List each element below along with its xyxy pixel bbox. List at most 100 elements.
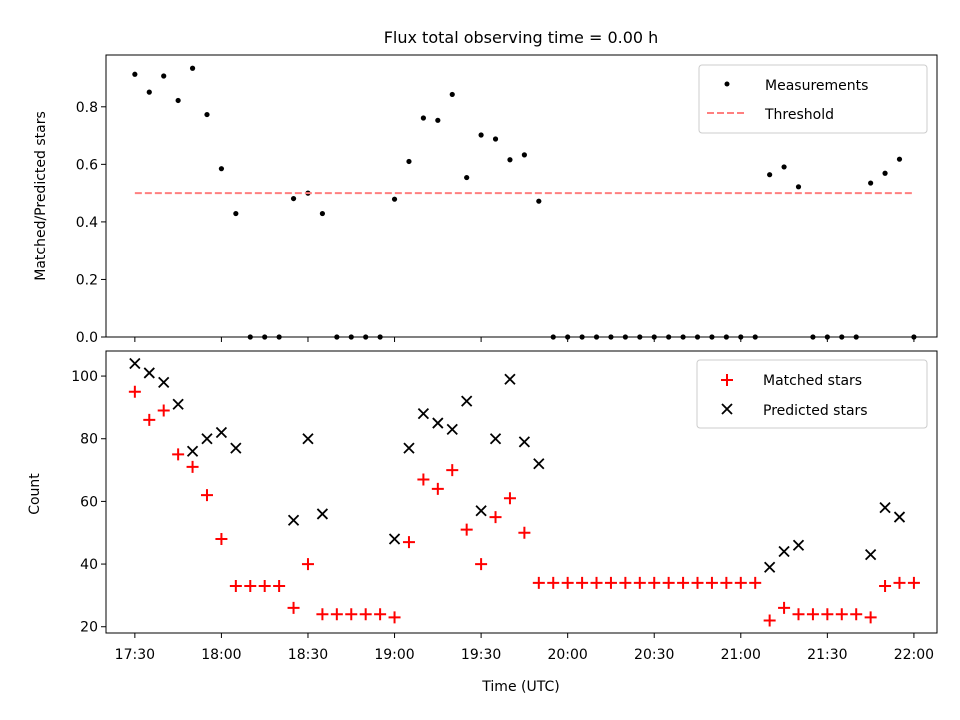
measurements-point	[218, 166, 225, 172]
measurements-point	[449, 91, 455, 98]
predicted-stars-point	[302, 433, 314, 445]
top-y-tick-label: 0.6	[76, 157, 98, 173]
top-y-tick-label: 0.0	[76, 330, 98, 346]
top-y-axis-label: Matched/Predicted stars	[33, 111, 49, 281]
matched-stars-point	[518, 526, 531, 539]
matched-stars-point	[128, 385, 141, 398]
predicted-stars-point	[893, 511, 906, 523]
predicted-stars-point	[230, 442, 242, 454]
measurements-point	[132, 71, 138, 77]
matched-stars-legend-label: Matched stars	[763, 373, 862, 389]
predicted-stars-point	[143, 367, 155, 379]
measurements-point	[435, 117, 441, 123]
matched-stars-point	[200, 489, 213, 502]
predicted-stars-legend-marker	[721, 403, 733, 415]
bottom-panel: 20 40 60 80 100 17:30 18:00 18:30 19:00 19:30 20:0…	[71, 350, 938, 663]
matched-stars-point	[287, 601, 300, 614]
measurements-point	[536, 198, 542, 204]
measurements-point	[175, 97, 181, 104]
matched-stars-point	[691, 576, 704, 589]
matched-stars-point	[431, 482, 444, 495]
predicted-stars-point	[287, 514, 300, 526]
predicted-stars-point	[518, 436, 531, 448]
top-chart-title: Flux total observing time = 0.00 h	[384, 28, 659, 47]
bottom-y-tick-label: 100	[71, 369, 98, 385]
matched-stars-point	[907, 576, 920, 589]
matched-stars-point	[792, 608, 805, 621]
matched-stars-point	[157, 404, 170, 417]
matched-stars-point	[734, 576, 747, 589]
top-y-tick-label: 0.8	[76, 100, 98, 116]
predicted-stars-point	[172, 398, 184, 410]
bottom-y-tick-label: 60	[80, 494, 98, 510]
bottom-axes-frame	[105, 350, 938, 634]
top-y-tick-label: 0.2	[76, 272, 98, 288]
predicted-stars-point	[864, 549, 877, 561]
measurements-point	[319, 210, 326, 217]
measurements-point	[233, 210, 239, 217]
predicted-stars-point	[316, 508, 329, 520]
predicted-stars-point	[129, 357, 141, 370]
x-tick-label: 22:00	[894, 647, 934, 663]
x-tick-label: 19:00	[374, 647, 414, 663]
matched-stars-point	[879, 580, 892, 592]
x-tick-label: 17:30	[115, 647, 155, 663]
matched-stars-point	[662, 576, 675, 589]
bottom-y-tick-label: 80	[80, 432, 98, 448]
matched-stars-point	[503, 492, 516, 505]
matched-stars-point	[143, 413, 156, 426]
matched-stars-point	[172, 448, 185, 461]
measurements-point	[781, 164, 787, 170]
matched-stars-point	[633, 576, 646, 589]
matched-stars-point	[475, 558, 488, 571]
matched-stars-point	[229, 580, 242, 592]
matched-stars-point	[604, 576, 617, 589]
matched-stars-point	[258, 580, 271, 592]
x-tick-label: 21:30	[807, 647, 847, 663]
top-axes-frame	[105, 54, 938, 338]
predicted-stars-point	[158, 376, 170, 388]
matched-stars-point	[576, 576, 589, 589]
x-tick-label: 20:00	[547, 647, 587, 663]
matched-stars-point	[778, 601, 791, 614]
predicted-stars-point	[489, 433, 502, 445]
measurements-point	[478, 132, 484, 138]
matched-stars-point	[705, 576, 718, 589]
x-tick-label: 19:30	[461, 647, 501, 663]
matched-stars-point	[648, 576, 661, 589]
predicted-stars-point	[388, 533, 401, 545]
matched-stars-point	[864, 611, 877, 624]
predicted-stars-point	[533, 458, 545, 470]
matched-stars-point	[374, 608, 387, 621]
predicted-stars-point	[417, 408, 430, 420]
measurements-point	[767, 172, 773, 178]
measurements-point	[795, 184, 802, 190]
bottom-y-axis-label: Count	[27, 473, 43, 515]
top-y-tick-label: 0.4	[76, 215, 98, 231]
measurements-point	[464, 174, 470, 181]
predicted-stars-legend-label: Predicted stars	[763, 403, 868, 419]
predicted-stars-point	[215, 426, 228, 439]
predicted-stars-point	[186, 445, 199, 457]
threshold-legend-label: Threshold	[764, 107, 834, 123]
matched-stars-point	[806, 608, 819, 621]
measurements-point	[507, 157, 513, 163]
measurements-point	[868, 180, 874, 186]
matched-stars-point	[561, 576, 574, 589]
matched-stars-point	[330, 608, 343, 621]
matched-stars-point	[215, 533, 228, 545]
matched-stars-point	[186, 460, 199, 473]
measurements-point	[391, 196, 398, 202]
matched-stars-point	[590, 576, 603, 589]
matched-stars-point	[547, 576, 560, 589]
measurements-point	[420, 115, 426, 121]
matched-stars-point	[532, 576, 545, 589]
predicted-stars-point	[764, 561, 776, 573]
top-legend: Measurements Threshold	[698, 64, 928, 134]
matched-stars-point	[345, 608, 358, 621]
measurements-point	[204, 111, 210, 118]
predicted-stars-point	[778, 545, 790, 558]
matched-stars-point	[301, 558, 314, 571]
bottom-y-tick-label: 20	[80, 620, 98, 636]
matched-stars-point	[460, 523, 473, 536]
